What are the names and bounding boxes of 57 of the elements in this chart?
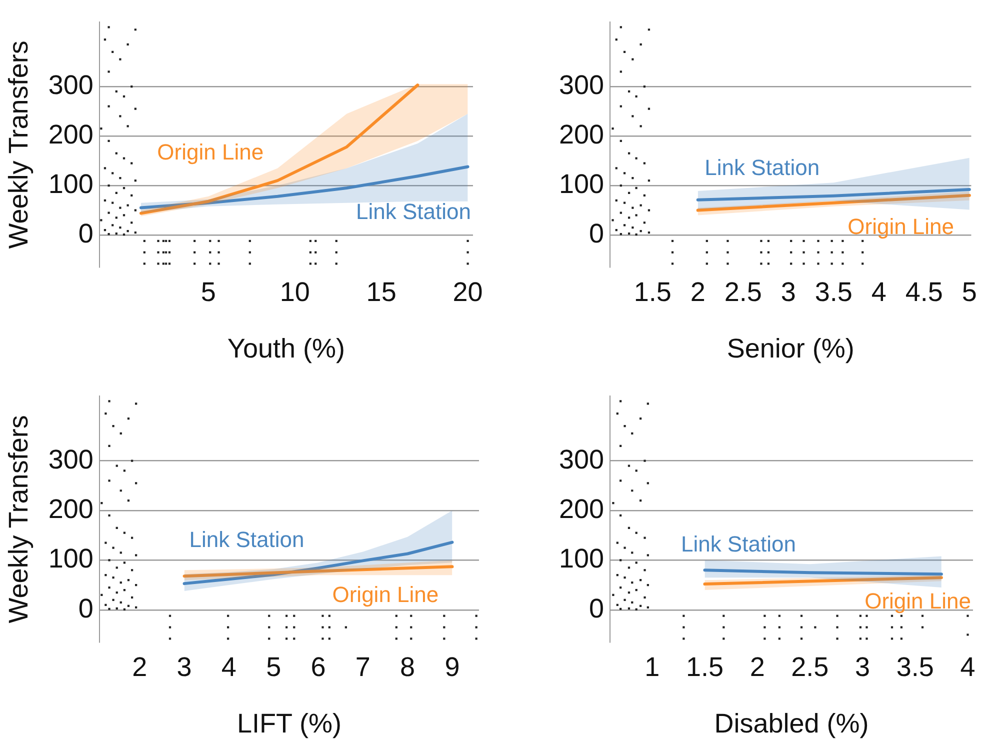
series-label: Origin Line bbox=[332, 582, 439, 608]
x-tick-label: 5 bbox=[200, 276, 216, 307]
y-tick-label: 0 bbox=[589, 593, 604, 624]
x-tick-label: 2 bbox=[690, 276, 706, 307]
x-tick-label: 2 bbox=[750, 652, 765, 682]
x-tick-label: 2 bbox=[132, 652, 148, 682]
series-label: Origin Line bbox=[848, 214, 954, 239]
x-tick-label: 9 bbox=[444, 652, 460, 682]
y-tick-label: 200 bbox=[558, 119, 604, 150]
y-tick-label: 100 bbox=[558, 544, 604, 574]
x-axis-title: Senior (%) bbox=[726, 333, 854, 364]
x-tick-label: 4 bbox=[871, 276, 886, 307]
x-tick-label: 10 bbox=[280, 276, 310, 307]
x-tick-label: 3 bbox=[780, 276, 796, 307]
x-tick-label: 3.5 bbox=[896, 652, 934, 682]
y-axis-title: Weekly Transfers bbox=[4, 415, 34, 624]
x-tick-label: 4.5 bbox=[905, 276, 943, 307]
y-axis-title: Weekly Transfers bbox=[4, 40, 34, 249]
x-tick-label: 4 bbox=[221, 652, 236, 682]
x-tick-label: 3 bbox=[176, 652, 192, 682]
series-label: Link Station bbox=[680, 532, 796, 557]
x-tick-label: 4 bbox=[960, 652, 976, 682]
y-tick-label: 200 bbox=[558, 494, 604, 524]
x-tick-label: 1 bbox=[644, 652, 660, 682]
y-tick-label: 300 bbox=[558, 444, 604, 474]
x-tick-label: 1.5 bbox=[634, 276, 672, 307]
y-tick-label: 200 bbox=[48, 494, 94, 524]
x-tick-label: 3.5 bbox=[814, 276, 852, 307]
y-tick-label: 100 bbox=[48, 168, 94, 199]
x-tick-label: 1.5 bbox=[686, 652, 724, 682]
series-label: Link Station bbox=[704, 154, 820, 180]
x-tick-label: 6 bbox=[310, 652, 326, 682]
series-label: Origin Line bbox=[157, 140, 264, 165]
y-tick-label: 0 bbox=[78, 218, 94, 248]
y-tick-label: 300 bbox=[48, 444, 94, 474]
x-tick-label: 2.5 bbox=[724, 276, 762, 307]
x-tick-label: 5 bbox=[962, 276, 977, 307]
y-tick-label: 0 bbox=[78, 593, 94, 624]
y-tick-label: 200 bbox=[48, 119, 94, 150]
x-tick-label: 7 bbox=[355, 652, 370, 682]
y-tick-label: 300 bbox=[48, 70, 94, 100]
x-axis-title: LIFT (%) bbox=[236, 708, 342, 738]
x-tick-label: 15 bbox=[366, 276, 396, 307]
x-axis-title: Disabled (%) bbox=[714, 708, 869, 738]
x-tick-label: 3 bbox=[855, 652, 870, 682]
x-axis-title: Youth (%) bbox=[227, 333, 345, 364]
y-tick-label: 300 bbox=[558, 70, 604, 100]
x-tick-label: 20 bbox=[452, 276, 483, 307]
x-tick-label: 8 bbox=[400, 652, 416, 682]
series-label: Origin Line bbox=[864, 588, 971, 614]
y-tick-label: 100 bbox=[558, 168, 604, 199]
y-tick-label: 0 bbox=[589, 218, 604, 248]
series-label: Link Station bbox=[356, 199, 471, 224]
series-label: Link Station bbox=[189, 527, 304, 552]
x-tick-label: 5 bbox=[266, 652, 282, 682]
x-tick-label: 2.5 bbox=[791, 652, 829, 682]
y-tick-label: 100 bbox=[48, 544, 94, 574]
